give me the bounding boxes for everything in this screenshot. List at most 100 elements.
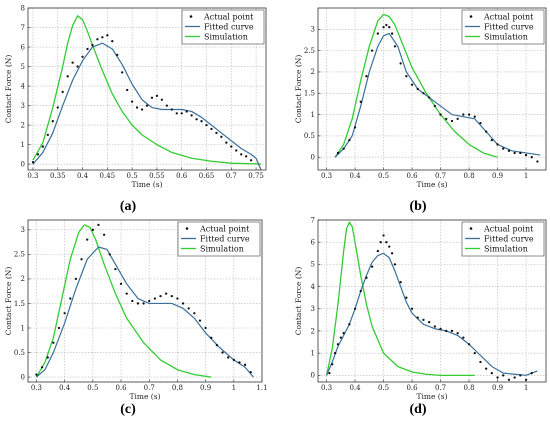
data-point-actual [428, 96, 431, 99]
legend-marker-actual [189, 15, 193, 18]
x-tick-label: 1 [524, 172, 528, 180]
data-point-actual [51, 120, 54, 123]
data-point-actual [160, 98, 164, 101]
data-point-actual [530, 156, 533, 159]
data-point-actual [524, 153, 528, 157]
data-point-actual [467, 113, 471, 116]
data-point-actual [140, 108, 144, 111]
legend-marker-actual [185, 227, 189, 230]
y-tick-label: 1 [311, 349, 315, 357]
chart-panel: 0.3 0.4 0.5 0.6 0.7 0.8 0.9 1 1.1 0 0.5 1 1.5 2 2.5 3 Ti… [4, 219, 268, 401]
y-tick-label: 0 [311, 372, 315, 380]
data-point-actual [71, 61, 74, 64]
data-point-actual [502, 374, 505, 377]
data-point-actual [445, 117, 448, 120]
x-tick-label: 0.6 [176, 172, 188, 180]
data-point-actual [80, 258, 83, 261]
data-point-actual [210, 127, 213, 131]
legend-entry-actual: Actual point [483, 12, 534, 21]
data-point-actual [353, 307, 357, 310]
x-tick-label: 0.6 [406, 384, 418, 392]
data-point-actual [119, 282, 123, 285]
data-point-actual [46, 356, 49, 359]
x-tick-label: 0.4 [59, 384, 71, 392]
y-tick-label: 5 [21, 63, 25, 71]
data-point-actual [393, 45, 397, 48]
data-point-actual [473, 352, 476, 355]
legend-entry-actual: Actual point [203, 12, 254, 21]
data-point-actual [536, 160, 539, 163]
x-tick-label: 0.3 [321, 172, 332, 180]
series-line-fitted [36, 246, 254, 378]
data-point-actual [193, 312, 196, 315]
data-point-actual [221, 351, 224, 354]
legend-entry-simulation: Simulation [484, 32, 528, 41]
data-point-actual [507, 378, 511, 381]
x-tick-label: 0.4 [77, 172, 89, 180]
x-tick-label: 0.4 [349, 384, 361, 392]
series-line-fitted [325, 252, 538, 376]
y-tick-label: 7 [21, 24, 25, 32]
data-point-actual [185, 110, 188, 113]
legend-entry-simulation: Simulation [200, 244, 244, 253]
data-point-actual [467, 343, 471, 346]
data-point-actual [148, 299, 151, 303]
y-tick-label: 1 [21, 324, 25, 332]
data-point-actual [76, 65, 79, 68]
data-point-actual [359, 289, 362, 293]
data-point-actual [376, 249, 379, 253]
data-point-actual [445, 329, 448, 333]
x-tick-label: 0.6 [406, 172, 418, 180]
data-point-actual [35, 373, 38, 376]
data-point-actual [116, 53, 119, 56]
data-point-actual [235, 149, 238, 152]
data-point-actual [490, 139, 493, 142]
data-point-actual [97, 223, 100, 227]
x-tick-label: 0.5 [378, 172, 389, 180]
chart-panel: 0.3 0.35 0.4 0.45 0.5 0.55 0.6 0.65 0.7 0.75 0 1 2 3 4… [4, 4, 267, 189]
data-point-actual [131, 299, 134, 303]
x-tick-label: 0.8 [463, 384, 474, 392]
data-point-actual [513, 376, 516, 379]
data-point-actual [479, 121, 482, 125]
data-point-actual [232, 358, 235, 362]
legend-marker-actual [469, 227, 473, 230]
x-tick-label: 0.5 [127, 172, 138, 180]
legend-marker-actual [469, 15, 473, 18]
y-tick-label: 2.5 [304, 47, 315, 55]
data-point-actual [462, 113, 465, 116]
data-point-actual [365, 75, 368, 78]
data-point-actual [91, 228, 94, 231]
y-tick-label: 6 [311, 238, 316, 246]
data-point-actual [379, 241, 382, 244]
data-point-actual [108, 253, 111, 256]
data-point-actual [496, 143, 499, 146]
data-point-actual [339, 336, 342, 339]
y-axis-label: Contact Force (N) [4, 267, 13, 336]
data-point-actual [328, 371, 331, 375]
legend-entry-fitted: Fitted curve [484, 22, 534, 31]
x-tick-label: 0.35 [50, 172, 66, 180]
x-tick-label: 0.65 [199, 172, 215, 180]
legend-entry-actual: Actual point [199, 224, 250, 233]
data-point-actual [410, 83, 414, 86]
data-point-actual [111, 40, 114, 43]
data-point-actual [513, 151, 516, 155]
x-tick-label: 0.5 [378, 384, 389, 392]
x-tick-label: 0.9 [492, 384, 503, 392]
y-axis-label: Contact Force (N) [294, 55, 303, 124]
data-point-actual [388, 245, 391, 248]
panel-label: (c) [120, 402, 136, 417]
data-point-actual [390, 32, 394, 35]
data-point-actual [145, 104, 149, 107]
data-point-actual [405, 75, 408, 78]
data-point-actual [91, 43, 94, 47]
data-point-actual [433, 104, 436, 108]
data-point-actual [210, 336, 213, 339]
data-point-actual [519, 151, 522, 155]
data-point-actual [170, 294, 173, 298]
panel-label: (b) [409, 199, 426, 214]
data-point-actual [385, 241, 388, 244]
x-tick-label: 0.9 [200, 384, 211, 392]
